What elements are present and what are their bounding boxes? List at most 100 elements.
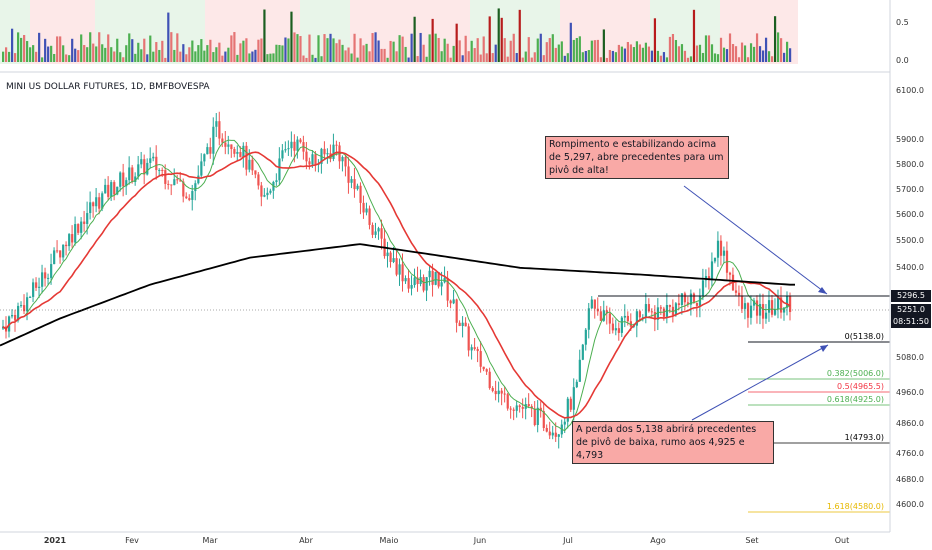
volume-bar: [530, 57, 533, 62]
volume-bar: [233, 32, 236, 62]
candle-body: [476, 349, 479, 352]
volume-bar: [452, 45, 455, 62]
volume-bar: [641, 47, 645, 62]
volume-bar: [80, 34, 83, 62]
candle-body: [155, 156, 158, 171]
volume-bar: [371, 33, 374, 62]
volume-bar: [788, 48, 792, 62]
price-axis: 6100.0 5900.0 5800.0 5700.0 5600.0 5500.0 5400…: [889, 0, 924, 532]
candle-body: [770, 300, 774, 315]
candle-body: [77, 224, 80, 233]
volume-bar: [395, 51, 398, 62]
volume-bar: [83, 45, 86, 62]
volume-bar: [62, 45, 65, 62]
candle-body: [167, 183, 170, 185]
candle-body: [482, 366, 485, 370]
volume-bar: [782, 52, 786, 62]
volume-bar: [734, 46, 738, 62]
volume-bar: [413, 16, 416, 62]
time-tick-label: Fev: [125, 536, 139, 545]
candle-body: [578, 359, 581, 382]
volume-bar: [347, 47, 350, 62]
volume-bar: [644, 42, 648, 62]
candle-body: [749, 305, 753, 318]
candle-body: [263, 195, 266, 197]
annotation-bearish[interactable]: A perda dos 5,138 abrirá precedentes de …: [572, 421, 774, 464]
candle-body: [104, 184, 107, 194]
candle-body: [680, 293, 684, 306]
volume-bar: [599, 57, 602, 62]
candle-body: [74, 224, 77, 243]
time-tick-label: Jul: [562, 536, 573, 545]
horizontal-lines: [0, 295, 890, 343]
candle-body: [269, 190, 272, 193]
candle-body: [326, 153, 329, 155]
candle-body: [713, 257, 717, 262]
candle-body: [80, 221, 83, 233]
volume-bar: [140, 49, 143, 62]
candle-body: [551, 432, 554, 436]
candle-body: [728, 272, 732, 275]
volume-bar: [440, 51, 443, 62]
volume-bar: [8, 51, 11, 62]
candle-body: [773, 309, 777, 315]
volume-bar: [515, 53, 518, 62]
candle-body: [740, 295, 744, 309]
candle-body: [413, 277, 416, 286]
volume-band: [560, 0, 650, 64]
volume-bar: [614, 52, 617, 62]
volume-bar: [278, 44, 281, 62]
volume-bar: [11, 28, 14, 62]
price-badge-resistance: 5296.5: [891, 290, 931, 302]
volume-bar: [209, 39, 212, 62]
volume-bar: [158, 49, 161, 62]
volume-bar: [461, 55, 464, 62]
candle-body: [506, 394, 509, 409]
volume-bar: [236, 54, 239, 62]
candle-body: [176, 179, 179, 181]
volume-tick-label: 0.5: [896, 18, 909, 27]
annotation-bullish[interactable]: Rompimento e estabilizando acima de 5,29…: [545, 136, 729, 179]
candle-body: [536, 407, 539, 426]
volume-bar: [605, 57, 608, 62]
volume-bar: [578, 36, 581, 62]
volume-bar: [239, 43, 242, 62]
candle-body: [197, 175, 200, 184]
candle-body: [377, 228, 380, 232]
volume-bar: [455, 23, 458, 62]
volume-bar: [764, 37, 768, 62]
volume-bar: [287, 38, 290, 62]
candle-body: [350, 179, 353, 183]
candle-body: [500, 390, 503, 394]
candle-body: [449, 300, 452, 304]
candle-body: [143, 159, 146, 175]
volume-bar: [47, 46, 50, 62]
volume-bar: [698, 44, 702, 62]
candle-body: [776, 297, 780, 310]
volume-bar: [551, 34, 554, 62]
candle-body: [479, 351, 482, 367]
candle-body: [734, 290, 738, 293]
volume-bar: [110, 47, 113, 62]
volume-bar: [383, 48, 386, 62]
volume-bar: [191, 40, 194, 62]
volume-bar: [71, 38, 74, 62]
candle-body: [722, 250, 726, 256]
candle-body: [248, 159, 251, 170]
volume-bar: [257, 39, 260, 62]
candle-body: [266, 192, 269, 196]
candle-body: [311, 154, 314, 165]
candle-body: [122, 172, 125, 187]
volume-tick-label: 0.0: [896, 56, 909, 65]
volume-bar: [407, 57, 410, 62]
volume-bar: [554, 47, 557, 62]
volume-bar: [542, 55, 545, 62]
candle-body: [305, 151, 308, 162]
volume-bar: [323, 34, 326, 62]
volume-bar: [497, 8, 500, 62]
volume-bar: [122, 57, 125, 62]
volume-bar: [473, 48, 476, 62]
fib-level-label: 1(4793.0): [845, 433, 884, 442]
candle-body: [347, 166, 350, 183]
volume-bar: [26, 41, 29, 62]
